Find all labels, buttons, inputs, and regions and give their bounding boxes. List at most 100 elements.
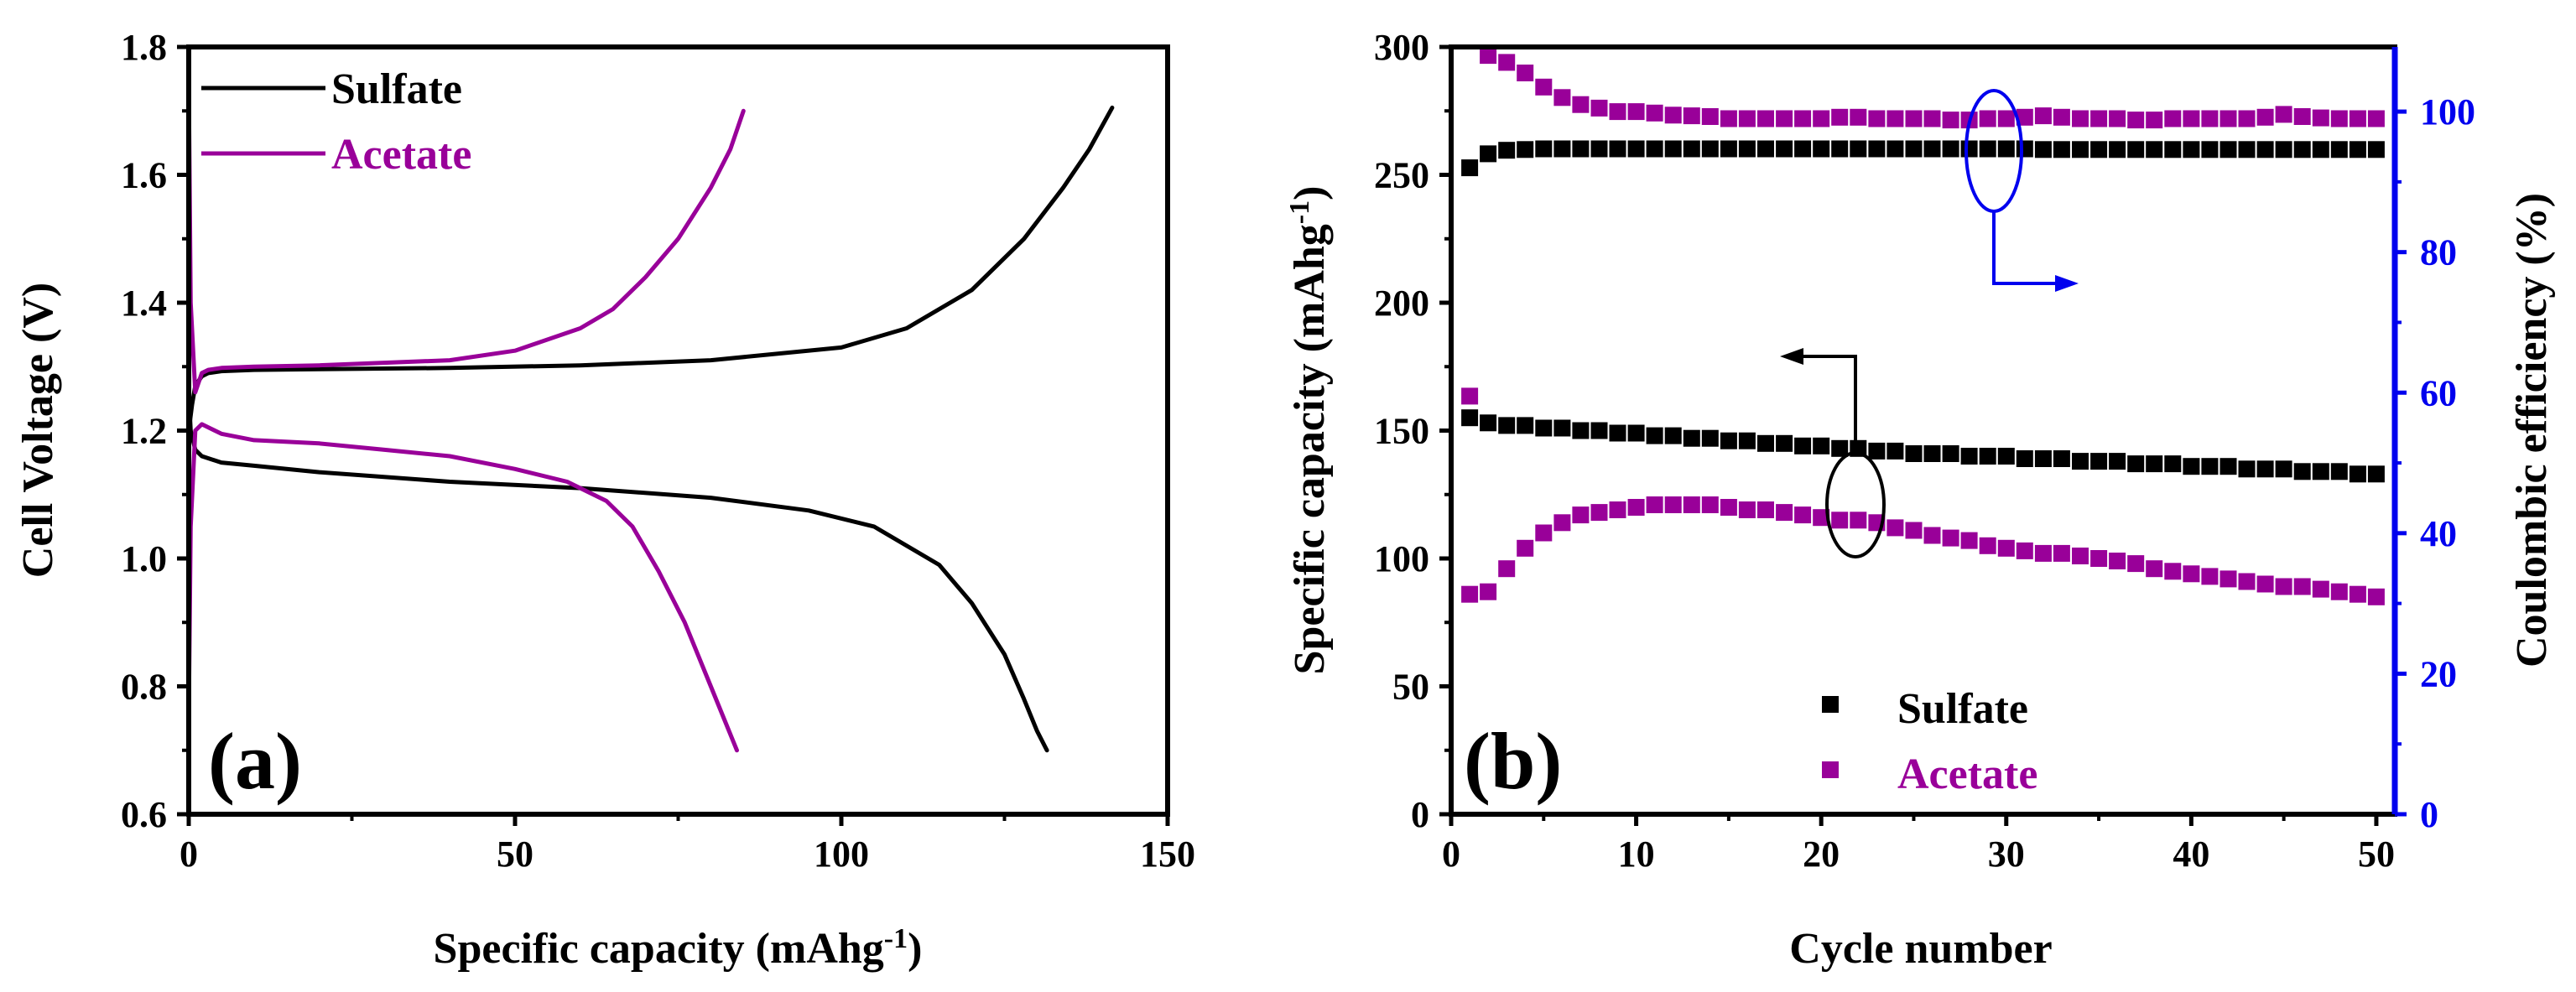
- annotation-arrowhead-ce: [2055, 275, 2079, 292]
- panel-b-xtick-label: 40: [2173, 834, 2209, 875]
- legend-label-sulfate-b: Sulfate: [1897, 685, 2028, 733]
- panel-a-xtick-label: 150: [1140, 834, 1195, 875]
- data-point-acetate-capacity: [1886, 519, 1904, 537]
- data-point-acetate-capacity: [1757, 501, 1774, 518]
- data-point-acetate-capacity: [1905, 522, 1923, 539]
- data-point-sulfate-ce: [1498, 142, 1516, 159]
- panel-b-xtick-label: 0: [1442, 834, 1460, 875]
- panel-b-xtick-label: 50: [2358, 834, 2395, 875]
- data-point-sulfate-ce: [2016, 140, 2033, 158]
- data-point-acetate-ce: [2127, 112, 2145, 129]
- data-point-sulfate-ce: [1979, 140, 1996, 158]
- data-point-acetate-ce: [1646, 104, 1663, 122]
- data-point-sulfate-ce: [2312, 141, 2329, 158]
- data-point-acetate-capacity: [1738, 501, 1756, 518]
- panel-b-label: (b): [1464, 716, 1562, 806]
- data-point-acetate-ce: [1664, 106, 1682, 124]
- data-point-acetate-capacity: [2034, 544, 2052, 562]
- data-point-acetate-ce: [2034, 107, 2052, 125]
- data-point-sulfate-capacity: [1553, 419, 1571, 437]
- legend-label-sulfate: Sulfate: [331, 65, 462, 113]
- data-point-acetate-ce: [1590, 99, 1608, 117]
- data-point-acetate-capacity: [1776, 504, 1793, 522]
- data-point-sulfate-ce: [1664, 140, 1682, 158]
- data-point-sulfate-capacity: [1498, 417, 1516, 434]
- data-point-acetate-capacity: [1609, 501, 1626, 518]
- annotation-arrow-capacity: [1803, 355, 1857, 453]
- data-point-sulfate-ce: [1868, 140, 1886, 158]
- data-point-sulfate-capacity: [1813, 437, 1830, 454]
- data-point-acetate-capacity: [1590, 504, 1608, 522]
- data-point-sulfate-capacity: [1979, 448, 1996, 465]
- data-point-sulfate-capacity: [1720, 432, 1737, 449]
- data-point-sulfate-ce: [2090, 141, 2108, 158]
- data-point-sulfate-capacity: [1942, 445, 1959, 462]
- panel-b-series: [1461, 47, 2385, 605]
- annotation-arrow-ce: [1992, 211, 2055, 285]
- panel-a-ticks: 0 50 100 150 0.6 0.8 1.0 1.2 1.4 1.6 1.8: [121, 27, 1195, 875]
- data-point-acetate-ce: [1720, 110, 1737, 127]
- data-point-sulfate-capacity: [1517, 417, 1534, 434]
- data-point-acetate-capacity: [2312, 580, 2329, 598]
- data-point-acetate-ce: [1572, 96, 1590, 113]
- data-point-acetate-capacity: [2349, 585, 2366, 603]
- data-point-sulfate-ce: [1905, 140, 1923, 158]
- data-point-sulfate-ce: [1850, 140, 1867, 158]
- data-point-acetate-capacity: [2053, 544, 2070, 562]
- data-point-sulfate-ce: [2293, 141, 2311, 158]
- data-point-sulfate-capacity: [1590, 422, 1608, 439]
- panel-b-ytick-label: 150: [1374, 411, 1429, 452]
- data-point-sulfate-capacity: [2312, 463, 2329, 480]
- data-point-sulfate-capacity: [2349, 465, 2366, 483]
- data-point-sulfate-ce: [1757, 140, 1774, 158]
- data-point-sulfate-ce: [2127, 141, 2145, 158]
- data-point-acetate-ce: [1813, 110, 1830, 127]
- data-point-sulfate-ce: [2275, 141, 2292, 158]
- data-point-sulfate-ce: [1609, 140, 1626, 158]
- data-point-acetate-ce: [2367, 110, 2385, 127]
- data-point-sulfate-ce: [2256, 141, 2274, 158]
- series-line-acetate-discharge: [186, 422, 739, 753]
- data-point-sulfate-capacity: [1646, 427, 1663, 444]
- annotation-ellipse-capacity: [1825, 451, 1886, 558]
- data-point-sulfate-ce: [2053, 141, 2070, 158]
- data-point-acetate-ce: [2183, 110, 2200, 127]
- panel-a-ylabel: Cell Voltage (V): [14, 283, 62, 578]
- data-point-acetate-capacity: [1498, 560, 1516, 578]
- data-point-acetate-ce: [2238, 110, 2256, 127]
- data-point-sulfate-ce: [1831, 140, 1849, 158]
- data-point-sulfate-capacity: [1664, 427, 1682, 444]
- data-point-sulfate-capacity: [1572, 422, 1590, 439]
- panel-b-ytick-label: 0: [1411, 794, 1429, 835]
- panel-b-ytick-label: 50: [1392, 667, 1429, 708]
- annotation-arrowhead-capacity: [1780, 348, 1803, 365]
- data-point-acetate-ce: [1498, 54, 1516, 71]
- data-point-sulfate-ce: [2349, 141, 2366, 158]
- data-point-acetate-ce: [1535, 78, 1553, 96]
- panel-b-ytick-label: 250: [1374, 155, 1429, 196]
- data-point-acetate-ce: [1553, 89, 1571, 106]
- data-point-acetate-ce: [1480, 47, 1497, 65]
- data-point-acetate-capacity: [1553, 514, 1571, 532]
- panel-b-ylabel: Specific capacity (mAhg-1): [1284, 186, 1335, 675]
- data-point-sulfate-ce: [1701, 140, 1719, 158]
- data-point-sulfate-capacity: [2330, 463, 2348, 480]
- panel-b-y2tick-label: 60: [2420, 372, 2457, 413]
- data-point-acetate-capacity: [2238, 573, 2256, 590]
- data-point-acetate-capacity: [1664, 496, 1682, 513]
- data-point-acetate-ce: [2201, 110, 2219, 127]
- data-point-sulfate-ce: [1720, 140, 1737, 158]
- data-point-acetate-capacity: [1480, 583, 1497, 600]
- panel-a-xtick-label: 0: [180, 834, 198, 875]
- data-point-sulfate-capacity: [2367, 465, 2385, 483]
- data-point-sulfate-ce: [1535, 140, 1553, 158]
- data-point-sulfate-capacity: [2256, 460, 2274, 478]
- panel-b-xtick-label: 30: [1988, 834, 2025, 875]
- legend-marker-acetate: [1822, 761, 1839, 778]
- data-point-sulfate-capacity: [1627, 424, 1645, 442]
- data-point-sulfate-ce: [1997, 140, 2015, 158]
- panel-a-voltage-chart: 0 50 100 150 0.6 0.8 1.0 1.2 1.4 1.6 1.8 Sulfate A…: [14, 27, 1195, 973]
- data-point-sulfate-capacity: [1923, 445, 1941, 462]
- data-point-acetate-ce: [2330, 110, 2348, 127]
- data-point-acetate-capacity: [2293, 578, 2311, 595]
